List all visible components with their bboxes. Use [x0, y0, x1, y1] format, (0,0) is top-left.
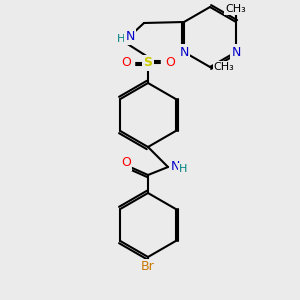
Text: N: N: [179, 46, 189, 59]
Text: CH₃: CH₃: [214, 62, 234, 72]
Text: N: N: [231, 46, 241, 59]
Text: O: O: [121, 56, 131, 70]
Text: O: O: [165, 56, 175, 70]
Text: S: S: [143, 56, 152, 70]
Text: H: H: [179, 164, 187, 174]
Text: CH₃: CH₃: [226, 4, 246, 14]
Text: H: H: [117, 34, 125, 44]
Text: O: O: [121, 157, 131, 169]
Text: Br: Br: [141, 260, 155, 274]
Text: N: N: [170, 160, 180, 172]
Text: N: N: [125, 31, 135, 44]
